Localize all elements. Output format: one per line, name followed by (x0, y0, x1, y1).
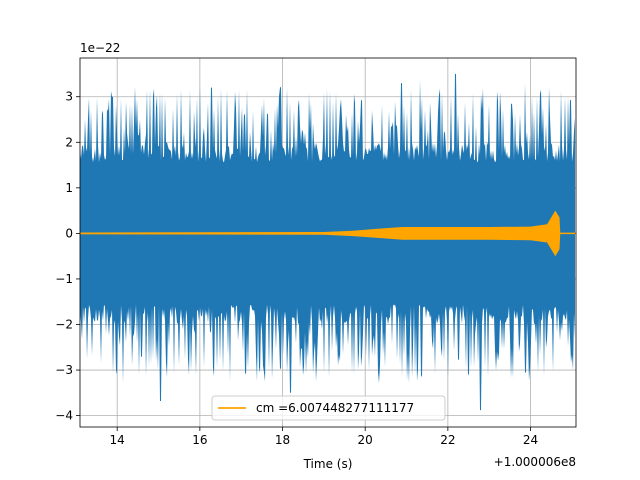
x-tick-label: 20 (358, 433, 373, 447)
x-tick-label: 18 (275, 433, 290, 447)
y-tick-label: −3 (55, 363, 73, 377)
y-tick-label: 0 (65, 226, 73, 240)
y-tick-label: −2 (55, 318, 73, 332)
x-tick-label: 22 (440, 433, 455, 447)
y-tick-label: 3 (65, 90, 73, 104)
legend[interactable]: cm =6.007448277111177 (211, 395, 446, 421)
legend-label: cm =6.007448277111177 (256, 401, 414, 415)
series-strain-data (80, 73, 575, 411)
data-layer (80, 73, 576, 411)
y-scale-label: 1e−22 (80, 41, 120, 55)
axis-ticks: 14 16 18 20 22 24 3 2 1 0 −1 −2 −3 −4 (55, 90, 538, 447)
x-axis-label: Time (s) (303, 457, 353, 471)
x-tick-label: 14 (110, 433, 125, 447)
y-tick-label: 1 (65, 181, 73, 195)
y-tick-label: 2 (65, 135, 73, 149)
x-tick-label: 24 (523, 433, 538, 447)
x-tick-label: 16 (192, 433, 207, 447)
plot-frame (79, 57, 577, 428)
y-tick-label: −4 (55, 409, 73, 423)
y-tick-label: −1 (55, 272, 73, 286)
x-offset-label: +1.000006e8 (494, 455, 576, 469)
legend-box (211, 395, 446, 421)
